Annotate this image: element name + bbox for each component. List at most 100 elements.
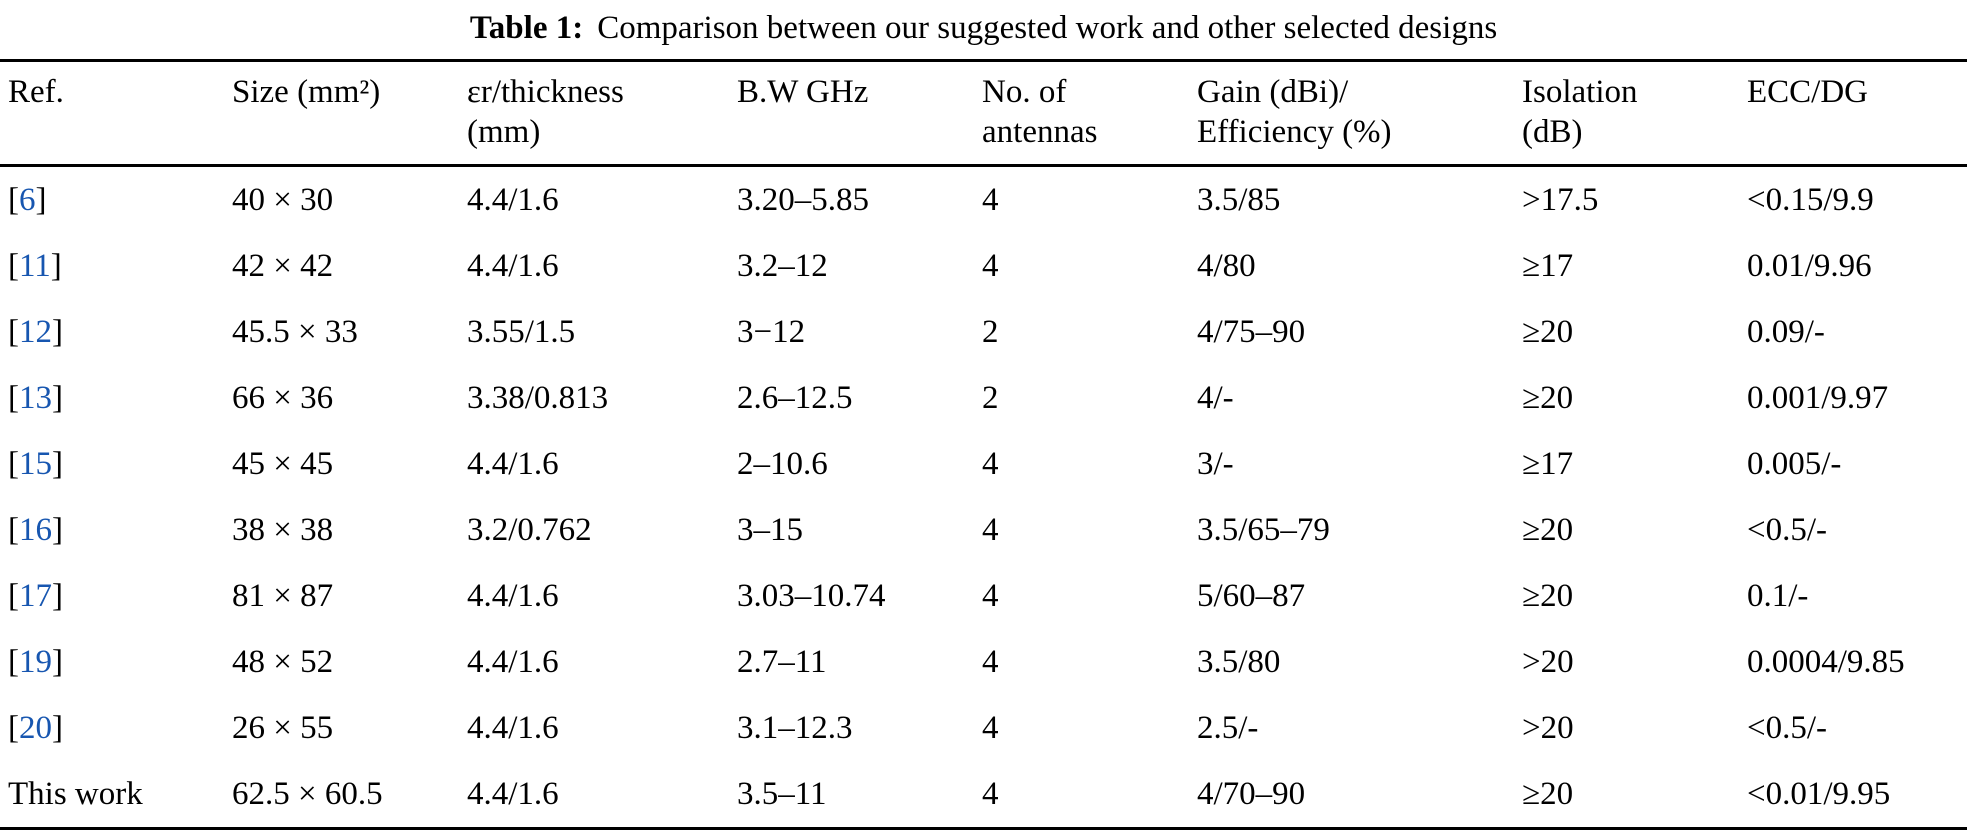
cell-bandwidth: 3.2–12 bbox=[737, 248, 828, 284]
citation-link[interactable]: 13 bbox=[19, 380, 52, 416]
cell-antennas: 4 bbox=[982, 776, 999, 812]
header-ecc-line1: ECC/DG bbox=[1747, 74, 1869, 110]
cell-er-thickness: 4.4/1.6 bbox=[467, 182, 559, 218]
header-ref-line1: Ref. bbox=[8, 74, 64, 110]
cell-gain-efficiency: 2.5/- bbox=[1197, 710, 1259, 746]
header-er-line2: (mm) bbox=[467, 114, 541, 150]
cell-isolation: ≥20 bbox=[1522, 380, 1574, 416]
cell-ref: [6] bbox=[0, 166, 232, 234]
ref-bracket-open: [ bbox=[8, 314, 19, 350]
ref-bracket-open: [ bbox=[8, 710, 19, 746]
cell-bandwidth: 2.6–12.5 bbox=[737, 380, 853, 416]
cell-ref: [13] bbox=[0, 365, 232, 431]
ref-bracket-close: ] bbox=[35, 182, 47, 218]
cell-ecc-dg: <0.15/9.9 bbox=[1747, 182, 1874, 218]
cell-size: 66 × 36 bbox=[232, 380, 334, 416]
ref-bracket-open: [ bbox=[8, 182, 19, 218]
header-row: Ref. Size (mm²) εr/thickness (mm) B.W GH… bbox=[0, 60, 1967, 167]
cell-er-thickness: 3.38/0.813 bbox=[467, 380, 609, 416]
cell-er-thickness: 4.4/1.6 bbox=[467, 710, 559, 746]
ref-bracket-close: ] bbox=[52, 446, 63, 482]
cell-ref: [17] bbox=[0, 563, 232, 629]
cell-er-thickness: 3.55/1.5 bbox=[467, 314, 576, 350]
ref-bracket-close: ] bbox=[52, 644, 63, 680]
cell-gain-efficiency: 4/80 bbox=[1197, 248, 1256, 284]
cell-size: 42 × 42 bbox=[232, 248, 334, 284]
header-gain-efficiency: Gain (dBi)/ Efficiency (%) bbox=[1197, 60, 1522, 167]
header-size: Size (mm²) bbox=[232, 60, 467, 167]
ref-bracket-open: [ bbox=[8, 644, 19, 680]
cell-ref: [20] bbox=[0, 695, 232, 761]
citation-link[interactable]: 6 bbox=[19, 182, 36, 218]
cell-antennas: 4 bbox=[982, 248, 999, 284]
table-row: This work 62.5 × 60.5 4.4/1.6 3.5–11 4 4… bbox=[0, 761, 1967, 829]
cell-gain-efficiency: 3.5/80 bbox=[1197, 644, 1281, 680]
header-ref: Ref. bbox=[0, 60, 232, 167]
ref-bracket-close: ] bbox=[52, 512, 63, 548]
cell-ecc-dg: 0.01/9.96 bbox=[1747, 248, 1872, 284]
ref-bracket-open: [ bbox=[8, 446, 19, 482]
cell-size: 40 × 30 bbox=[232, 182, 334, 218]
cell-isolation: >20 bbox=[1522, 644, 1574, 680]
cell-ecc-dg: 0.001/9.97 bbox=[1747, 380, 1889, 416]
cell-size: 81 × 87 bbox=[232, 578, 334, 614]
cell-ecc-dg: <0.5/- bbox=[1747, 710, 1828, 746]
citation-link[interactable]: 12 bbox=[19, 314, 52, 350]
table-row: [12] 45.5 × 33 3.55/1.5 3−12 2 4/75–90 ≥… bbox=[0, 299, 1967, 365]
cell-isolation: ≥17 bbox=[1522, 248, 1574, 284]
ref-bracket-close: ] bbox=[52, 578, 63, 614]
cell-ecc-dg: 0.09/- bbox=[1747, 314, 1825, 350]
cell-antennas: 4 bbox=[982, 446, 999, 482]
citation-link[interactable]: 11 bbox=[19, 248, 51, 284]
cell-antennas: 4 bbox=[982, 578, 999, 614]
citation-link[interactable]: 17 bbox=[19, 578, 52, 614]
cell-antennas: 2 bbox=[982, 314, 999, 350]
cell-isolation: >20 bbox=[1522, 710, 1574, 746]
header-size-line1: Size (mm²) bbox=[232, 74, 381, 110]
cell-ecc-dg: 0.1/- bbox=[1747, 578, 1809, 614]
ref-bracket-open: [ bbox=[8, 248, 19, 284]
cell-gain-efficiency: 4/75–90 bbox=[1197, 314, 1306, 350]
cell-gain-efficiency: 4/70–90 bbox=[1197, 776, 1306, 812]
header-ecc-dg: ECC/DG bbox=[1747, 60, 1967, 167]
table-row: [19] 48 × 52 4.4/1.6 2.7–11 4 3.5/80 >20… bbox=[0, 629, 1967, 695]
cell-isolation: ≥17 bbox=[1522, 446, 1574, 482]
cell-er-thickness: 4.4/1.6 bbox=[467, 776, 559, 812]
citation-link[interactable]: 16 bbox=[19, 512, 52, 548]
cell-er-thickness: 4.4/1.6 bbox=[467, 578, 559, 614]
cell-bandwidth: 2–10.6 bbox=[737, 446, 828, 482]
citation-link: This work bbox=[8, 776, 143, 812]
cell-antennas: 4 bbox=[982, 710, 999, 746]
table-row: [17] 81 × 87 4.4/1.6 3.03–10.74 4 5/60–8… bbox=[0, 563, 1967, 629]
table-caption-label: Table 1: bbox=[469, 10, 584, 46]
cell-ecc-dg: <0.01/9.95 bbox=[1747, 776, 1891, 812]
cell-ref: [16] bbox=[0, 497, 232, 563]
cell-isolation: ≥20 bbox=[1522, 512, 1574, 548]
cell-ref: [19] bbox=[0, 629, 232, 695]
table-header: Ref. Size (mm²) εr/thickness (mm) B.W GH… bbox=[0, 60, 1967, 167]
citation-link[interactable]: 15 bbox=[19, 446, 52, 482]
cell-ref: [12] bbox=[0, 299, 232, 365]
citation-link[interactable]: 19 bbox=[19, 644, 52, 680]
ref-bracket-close: ] bbox=[50, 248, 62, 284]
cell-isolation: >17.5 bbox=[1522, 182, 1599, 218]
citation-link[interactable]: 20 bbox=[19, 710, 52, 746]
cell-size: 26 × 55 bbox=[232, 710, 334, 746]
cell-ecc-dg: <0.5/- bbox=[1747, 512, 1828, 548]
cell-bandwidth: 2.7–11 bbox=[737, 644, 827, 680]
cell-size: 45 × 45 bbox=[232, 446, 334, 482]
cell-ref: [15] bbox=[0, 431, 232, 497]
ref-bracket-close: ] bbox=[52, 710, 63, 746]
comparison-table: Ref. Size (mm²) εr/thickness (mm) B.W GH… bbox=[0, 59, 1967, 830]
header-isolation-line2: (dB) bbox=[1522, 114, 1583, 150]
cell-gain-efficiency: 4/- bbox=[1197, 380, 1234, 416]
cell-antennas: 4 bbox=[982, 182, 999, 218]
table-row: [15] 45 × 45 4.4/1.6 2–10.6 4 3/- ≥17 0.… bbox=[0, 431, 1967, 497]
table-row: [13] 66 × 36 3.38/0.813 2.6–12.5 2 4/- ≥… bbox=[0, 365, 1967, 431]
cell-size: 48 × 52 bbox=[232, 644, 334, 680]
header-isolation: Isolation (dB) bbox=[1522, 60, 1747, 167]
cell-size: 38 × 38 bbox=[232, 512, 334, 548]
table-row: [16] 38 × 38 3.2/0.762 3–15 4 3.5/65–79 … bbox=[0, 497, 1967, 563]
header-er-thickness: εr/thickness (mm) bbox=[467, 60, 737, 167]
